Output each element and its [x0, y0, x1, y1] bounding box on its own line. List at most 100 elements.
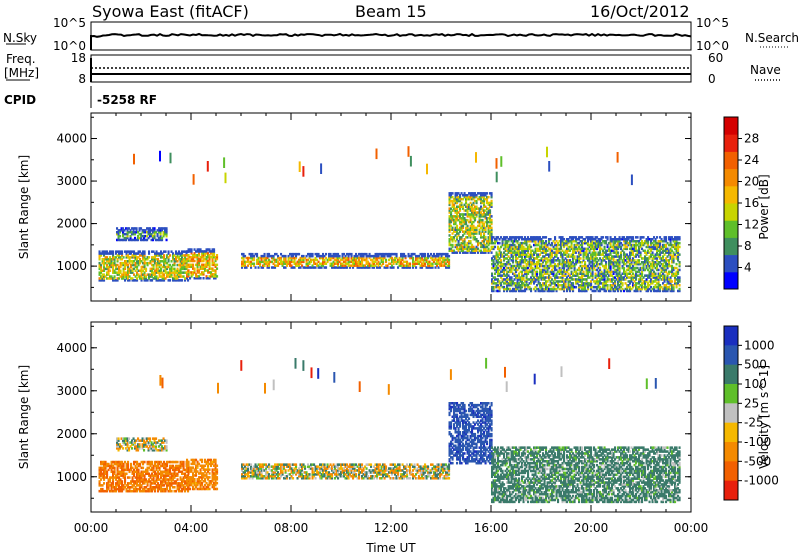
echo-cell: [134, 252, 137, 255]
echo-cell: [510, 253, 513, 256]
echo-cell: [599, 245, 602, 249]
echo-cell: [106, 462, 109, 466]
echo-cell: [593, 262, 596, 266]
echo-cell: [178, 263, 181, 267]
echo-cell: [627, 255, 630, 258]
echo-cell: [468, 197, 471, 201]
echo-cell: [558, 266, 561, 270]
echo-cell: [609, 285, 612, 289]
echo-cell: [382, 256, 385, 260]
echo-cell: [391, 252, 394, 256]
echo-cell: [518, 289, 521, 293]
echo-cell: [199, 250, 202, 253]
echo-cell: [160, 267, 163, 271]
echo-cell: [491, 257, 494, 260]
echo-cell: [448, 240, 451, 243]
echo-cell: [639, 278, 642, 281]
echo-cell: [501, 264, 504, 268]
echo-cell: [647, 249, 650, 253]
echo-cell: [211, 257, 214, 261]
echo-cell: [376, 256, 379, 260]
echo-cell: [615, 262, 618, 266]
echo-cell: [587, 272, 590, 276]
echo-cell: [157, 252, 160, 255]
echo-cell: [627, 276, 630, 279]
echo-cell: [569, 249, 572, 253]
echo-cell: [495, 261, 498, 264]
echo-cell: [519, 264, 522, 268]
echo-cell: [250, 266, 253, 269]
echo-cell: [130, 260, 133, 263]
echo-cell: [546, 259, 549, 262]
echo-cell: [403, 252, 406, 256]
echo-cell: [134, 238, 137, 242]
echo-cell: [125, 271, 128, 274]
echo-cell: [630, 262, 633, 266]
echo-cell: [501, 278, 504, 281]
echo-cell: [185, 252, 188, 255]
echo-cell: [503, 251, 506, 254]
echo-cell: [459, 238, 462, 241]
echo-cell: [611, 255, 614, 258]
echo-cell: [454, 226, 457, 230]
echo-cell: [542, 268, 545, 272]
echo-cell: [591, 261, 594, 264]
echo-cell: [451, 217, 454, 220]
echo-cell: [641, 257, 644, 260]
echo-cell: [154, 254, 157, 257]
echo-cell: [472, 230, 475, 233]
echo-cell: [110, 277, 113, 280]
echo-cell: [678, 276, 681, 279]
echo-cell: [142, 277, 145, 280]
echo-cell: [660, 266, 663, 270]
echo-cell: [172, 263, 175, 267]
echo-cell: [644, 268, 647, 272]
echo-cell: [118, 487, 121, 491]
echo-cell: [155, 269, 158, 273]
echo-cell: [527, 255, 530, 258]
echo-cell: [316, 258, 319, 262]
echo-cell: [195, 275, 198, 278]
echo-cell: [113, 468, 116, 472]
echo-cell: [359, 256, 362, 260]
echo-cell: [152, 236, 155, 240]
colorbar-cell: [724, 185, 738, 204]
echo-cell: [199, 267, 202, 270]
echo-cell: [131, 250, 134, 253]
echo-cell: [198, 257, 201, 261]
echo-cell: [506, 245, 509, 249]
echo-cell: [522, 266, 525, 270]
echo-cell: [448, 249, 451, 253]
echo-cell: [424, 254, 427, 258]
echo-cell: [248, 256, 251, 260]
echo-cell: [635, 261, 638, 264]
freq-tick-top: 18: [71, 51, 86, 65]
echo-cell: [497, 262, 500, 266]
echo-cell: [334, 252, 337, 256]
echo-cell: [266, 256, 269, 260]
echo-cell: [290, 260, 293, 264]
echo-cell: [570, 264, 573, 268]
echo-cell: [169, 273, 172, 276]
echo-cell: [98, 277, 101, 280]
echo-cell: [504, 278, 507, 281]
echo-cell: [600, 236, 603, 239]
echo-cell: [518, 272, 521, 276]
echo-cell: [284, 262, 287, 266]
echo-cell: [515, 257, 518, 260]
echo-cell: [530, 238, 533, 241]
echo-cell: [639, 287, 642, 291]
echo-cell: [490, 234, 493, 237]
echo-cell: [189, 255, 192, 259]
echo-cell: [648, 280, 651, 283]
echo-cell: [531, 238, 534, 241]
echo-cell: [548, 240, 551, 243]
echo-cell: [104, 468, 107, 472]
echo-cell: [611, 274, 614, 277]
echo-cell: [525, 280, 528, 283]
echo-cell: [530, 278, 533, 281]
echo-cell: [422, 262, 425, 266]
echo-cell: [627, 266, 630, 270]
echo-cell: [662, 259, 665, 262]
echo-cell: [506, 284, 509, 287]
